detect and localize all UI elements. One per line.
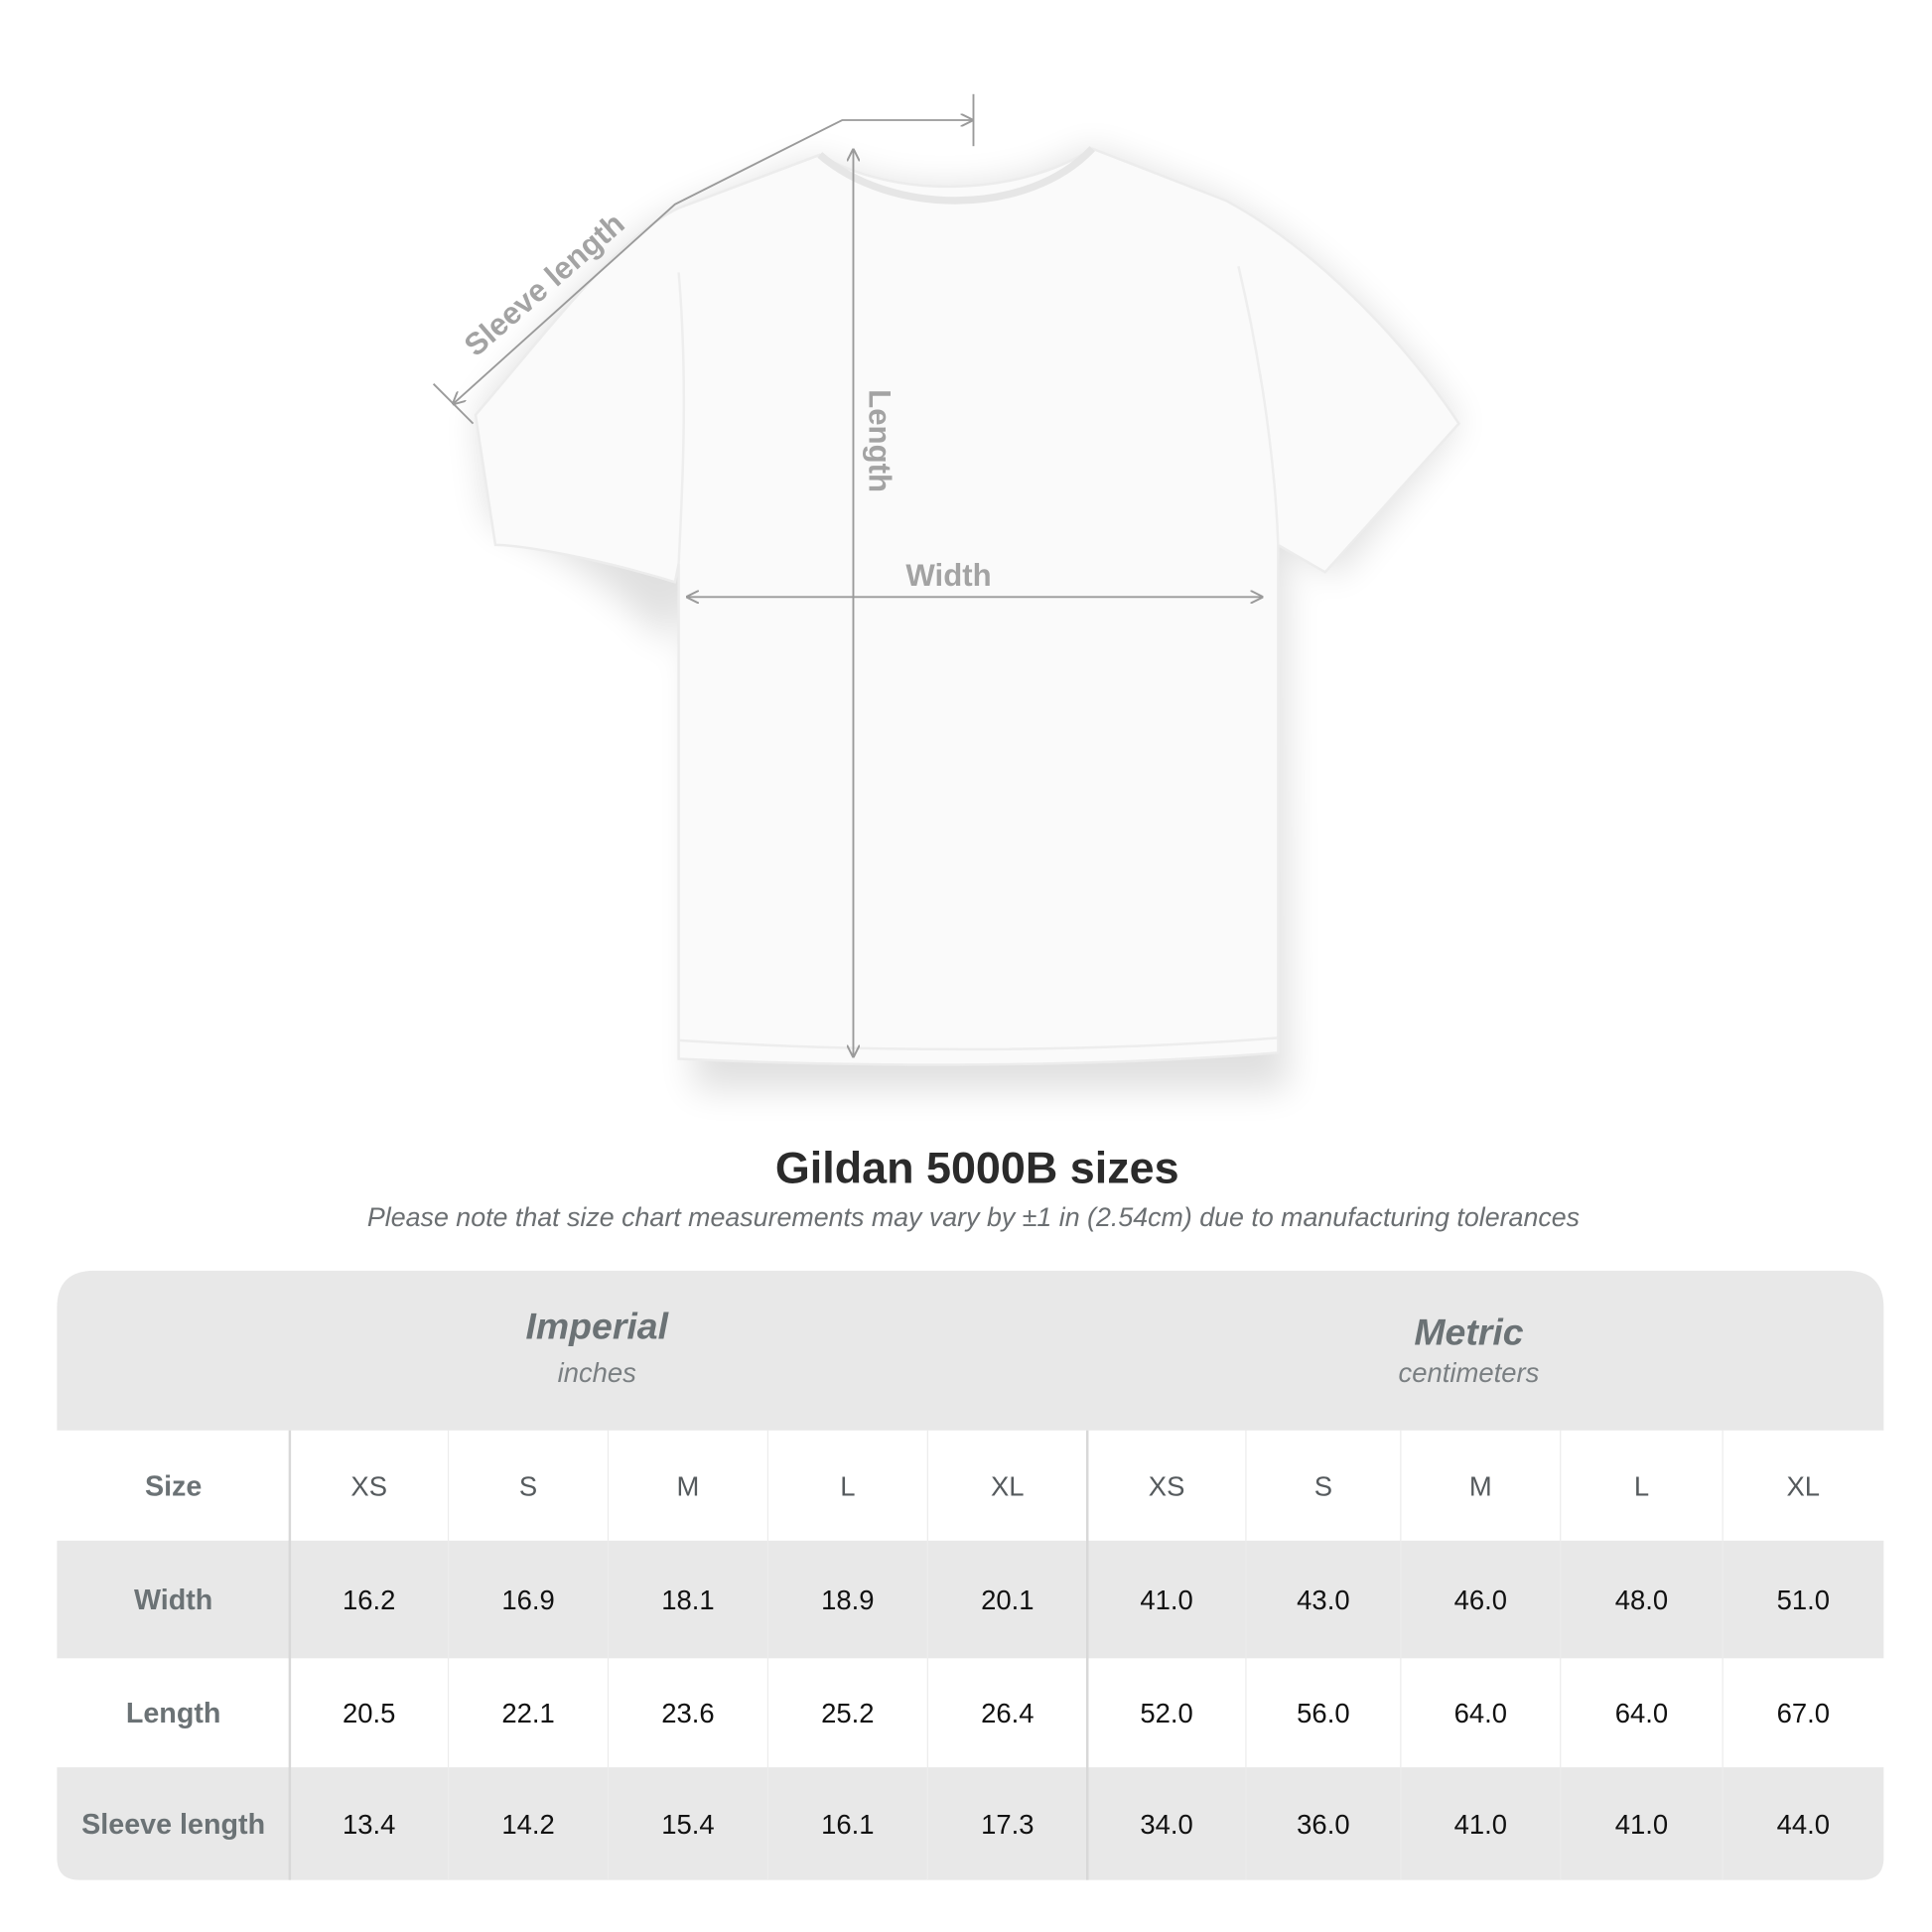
table-cell: 67.0 <box>1777 1698 1830 1728</box>
chart-title: Gildan 5000B sizes <box>775 1142 1179 1192</box>
table-cell: 41.0 <box>1454 1809 1507 1840</box>
row-label: Length <box>126 1698 221 1729</box>
size-header-xs: XS <box>1149 1470 1185 1501</box>
tolerance-note: Please note that size chart measurements… <box>367 1202 1580 1232</box>
table-cell: 13.4 <box>343 1809 395 1840</box>
table-cell: 51.0 <box>1777 1585 1830 1615</box>
table-cell: 41.0 <box>1615 1809 1668 1840</box>
size-header-l: L <box>840 1470 855 1501</box>
size-header-xs: XS <box>350 1470 387 1501</box>
table-cell: 48.0 <box>1615 1585 1668 1615</box>
table-cell: 64.0 <box>1615 1698 1668 1728</box>
row-label: Width <box>134 1585 212 1616</box>
imperial-unit: inches <box>558 1357 637 1388</box>
table-header-band <box>57 1270 1884 1431</box>
table-cell: 16.9 <box>501 1585 554 1615</box>
size-header-xl: XL <box>1786 1470 1820 1501</box>
table-cell: 23.6 <box>661 1698 714 1728</box>
table-cell: 16.1 <box>821 1809 874 1840</box>
size-header-xl: XL <box>991 1470 1025 1501</box>
size-row-label: Size <box>145 1470 202 1502</box>
size-header-s: S <box>1314 1470 1332 1501</box>
table-cell: 20.5 <box>343 1698 395 1728</box>
table-cell: 22.1 <box>501 1698 554 1728</box>
table-cell: 44.0 <box>1777 1809 1830 1840</box>
table-cell: 52.0 <box>1140 1698 1192 1728</box>
table-cell: 26.4 <box>981 1698 1034 1728</box>
size-header-m: M <box>677 1470 700 1501</box>
table-cell: 16.2 <box>343 1585 395 1615</box>
table-cell: 18.9 <box>821 1585 874 1615</box>
row-band-sleeve <box>57 1767 1884 1880</box>
table-cell: 17.3 <box>981 1809 1034 1840</box>
metric-unit: centimeters <box>1399 1357 1540 1388</box>
table-cell: 43.0 <box>1297 1585 1349 1615</box>
table-cell: 41.0 <box>1140 1585 1192 1615</box>
table-cell: 46.0 <box>1454 1585 1507 1615</box>
imperial-heading: Imperial <box>526 1305 670 1346</box>
table-cell: 56.0 <box>1297 1698 1349 1728</box>
size-header-m: M <box>1469 1470 1492 1501</box>
width-label: Width <box>905 558 991 593</box>
table-cell: 18.1 <box>661 1585 714 1615</box>
table-cell: 34.0 <box>1140 1809 1192 1840</box>
table-cell: 36.0 <box>1297 1809 1349 1840</box>
size-table: Imperial inches Metric centimeters Size X… <box>57 1270 1884 1880</box>
length-label: Length <box>863 389 897 492</box>
sleeve-length-arrow <box>432 93 975 425</box>
table-cell: 25.2 <box>821 1698 874 1728</box>
size-header-s: S <box>519 1470 537 1501</box>
size-header-l: L <box>1634 1470 1649 1501</box>
tshirt-body <box>474 147 1461 1066</box>
table-cell: 20.1 <box>981 1585 1034 1615</box>
row-band-width <box>57 1540 1884 1659</box>
metric-heading: Metric <box>1414 1311 1523 1353</box>
row-label: Sleeve length <box>81 1809 265 1841</box>
tshirt-illustration <box>474 146 1461 1090</box>
table-cell: 64.0 <box>1454 1698 1507 1728</box>
table-cell: 15.4 <box>661 1809 714 1840</box>
table-cell: 14.2 <box>501 1809 554 1840</box>
